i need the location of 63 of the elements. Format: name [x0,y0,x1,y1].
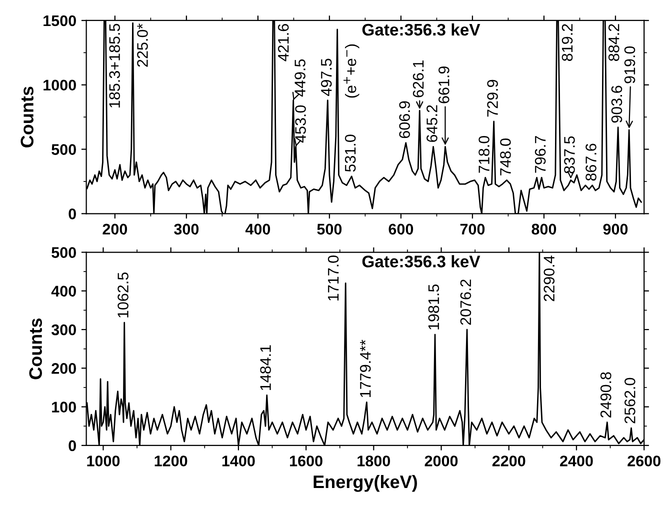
annotation: 884.2 [608,24,620,61]
annotation: 2076.2 [460,280,472,325]
annotation: 225.0* [137,24,148,67]
y-tick-label: 1500 [44,15,76,26]
annotation: 796.7 [534,136,546,173]
annotation: 1779.4** [360,340,371,398]
x-tick-label: 1000 [87,456,120,466]
annotation: (e$^{+}$+e$^{−}$) [344,44,360,98]
x-tick-label: 800 [532,224,556,235]
x-tick-label: 400 [245,224,270,235]
y-axis-title: Counts [20,86,34,148]
x-tick-label: 2200 [492,456,526,466]
annotation: 185.3+185.5 [109,24,120,108]
annotation: 421.6 [278,24,289,62]
annotation: Gate:356.3 keV [362,23,480,36]
y-tick-label: 100 [52,402,76,412]
annotation: 729.9 [487,80,498,117]
x-tick-label: 1600 [290,456,322,466]
annotation: 1717.0 [328,256,339,300]
x-tick-label: 2600 [628,456,660,466]
annotation: 1484.1 [260,345,271,390]
annotation: 819.2 [562,24,573,61]
annotation: 2290.4 [544,256,555,302]
x-tick-label: 300 [174,224,199,235]
y-tick-label: 300 [51,324,76,336]
x-tick-label: 900 [603,224,628,235]
x-tick-label: 1400 [222,456,255,466]
annotation: 661.9 [438,66,450,104]
annotation: 2562.0 [624,378,636,424]
annotation: 748.0 [500,138,511,176]
annotation: 606.9 [399,101,410,138]
x-axis-title: Energy(keV) [314,474,417,492]
y-tick-label: 500 [52,144,76,155]
x-tick-label: 500 [317,224,342,235]
y-axis-title: Counts [29,318,42,380]
annotation: 867.6 [586,144,596,181]
x-tick-label: 600 [388,224,414,235]
x-tick-label: 1200 [154,456,188,466]
annotation: 718.0 [478,136,490,173]
annotation: 837.5 [564,136,575,174]
y-tick-label: 500 [52,247,76,258]
annotation: 453.0 [295,105,306,143]
annotation: 1981.5 [428,284,440,330]
annotation: 626.1 [412,60,424,98]
y-tick-label: 400 [51,286,76,297]
x-tick-label: 700 [460,224,485,235]
y-tick-label: 200 [52,363,76,374]
x-tick-label: 2000 [424,456,458,466]
annotation: 2490.8 [600,372,612,418]
x-tick-label: 1800 [358,456,390,466]
annotation: 645.2 [426,105,438,142]
annotation: 919.0 [624,46,636,84]
annotation: 449.5 [294,59,306,97]
y-tick-label: 0 [68,440,76,452]
annotation: Gate:356.3 keV [362,255,480,268]
x-tick-label: 2400 [560,456,593,466]
annotation: 903.6 [611,86,622,123]
y-tick-label: 1000 [44,80,76,91]
annotation: 531.0 [344,134,356,172]
annotation: 1062.5 [118,272,128,318]
y-tick-label: 0 [68,208,76,220]
annotation: 497.5 [320,58,332,96]
x-tick-label: 200 [102,224,128,235]
